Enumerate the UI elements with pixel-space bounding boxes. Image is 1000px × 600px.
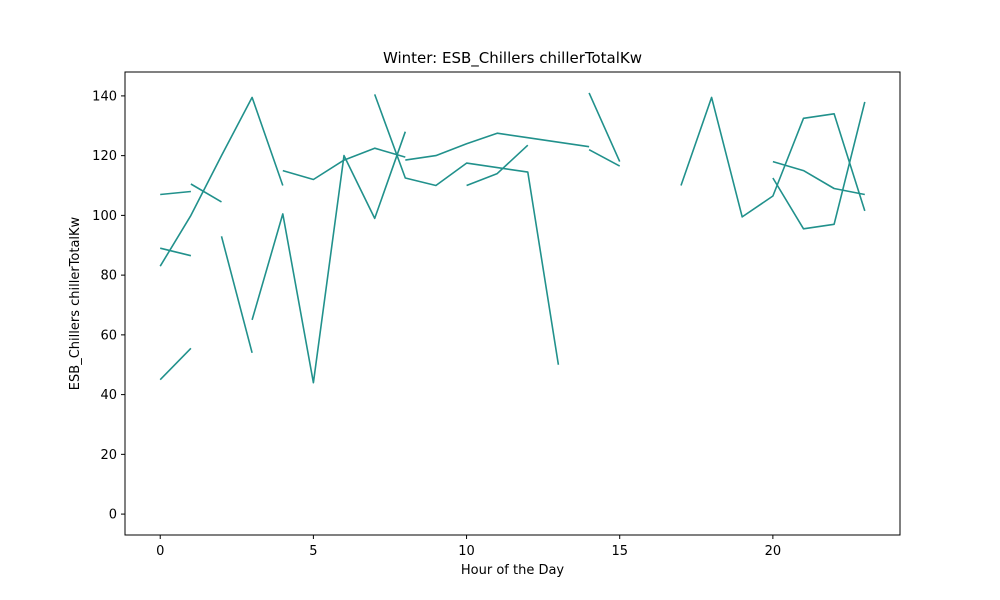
y-tick-label: 20 xyxy=(100,448,117,463)
y-tick-label: 0 xyxy=(109,508,117,523)
y-tick-label: 140 xyxy=(92,89,117,104)
y-tick-label: 80 xyxy=(100,269,117,284)
y-tick-label: 100 xyxy=(92,209,117,224)
series-line xyxy=(160,132,865,196)
series-line xyxy=(251,131,407,384)
plot-lines xyxy=(159,92,866,384)
y-axis-title: ESB_Chillers chillerTotalKw xyxy=(68,216,83,390)
series-line xyxy=(159,96,284,267)
y-tick-label: 60 xyxy=(100,328,117,343)
x-axis-ticks: 0 5 10 15 20 xyxy=(156,535,781,559)
plot-frame xyxy=(124,71,901,536)
x-axis-title: Hour of the Day xyxy=(461,563,565,578)
y-tick-label: 40 xyxy=(100,388,117,403)
y-tick-label: 120 xyxy=(92,149,117,164)
y-axis-ticks: 0 20 40 60 80 100 120 140 xyxy=(92,89,125,523)
chart-title: Winter: ESB_Chillers chillerTotalKw xyxy=(383,49,642,68)
x-tick-label: 20 xyxy=(765,544,782,559)
x-tick-label: 15 xyxy=(611,544,628,559)
series-line xyxy=(220,236,253,354)
series-line xyxy=(160,247,192,257)
x-tick-label: 10 xyxy=(458,544,475,559)
x-tick-label: 0 xyxy=(156,544,164,559)
series-line xyxy=(373,94,560,365)
x-tick-label: 5 xyxy=(309,544,317,559)
series-line xyxy=(159,347,192,381)
series-line xyxy=(588,101,866,230)
series-line xyxy=(588,92,866,218)
